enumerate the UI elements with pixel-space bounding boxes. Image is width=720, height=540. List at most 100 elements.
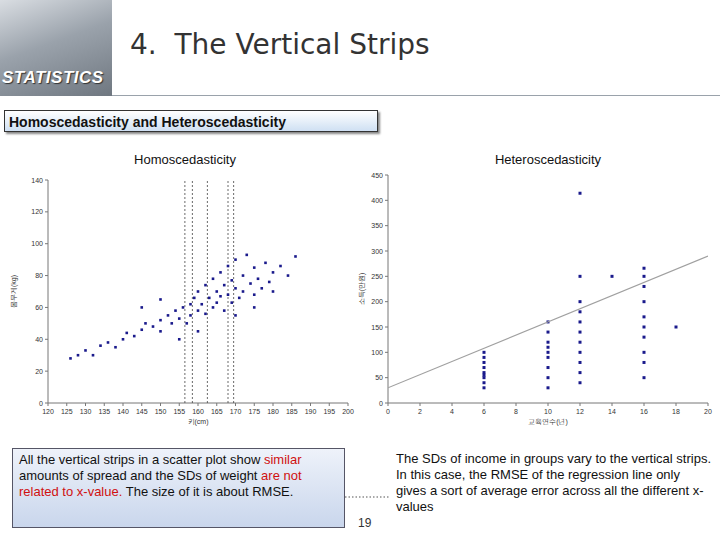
scatter-point xyxy=(204,284,207,287)
scatter-point xyxy=(159,330,162,333)
scatter-point xyxy=(579,310,582,313)
scatter-point xyxy=(547,386,550,389)
scatter-point xyxy=(212,277,215,280)
x-tick-label: 16 xyxy=(640,408,648,415)
caption: All the vertical strips in a scatter plo… xyxy=(12,448,345,528)
y-tick xyxy=(45,180,48,181)
scatter-point xyxy=(122,338,125,341)
y-tick xyxy=(385,175,388,176)
x-tick-label: 200 xyxy=(342,408,354,415)
scatter-point xyxy=(483,351,486,354)
x-tick xyxy=(348,403,349,406)
y-tick xyxy=(385,251,388,252)
scatter-point xyxy=(223,309,226,312)
scatter-point xyxy=(230,279,233,282)
scatter-point xyxy=(260,287,263,290)
vertical-strip-line xyxy=(184,180,185,403)
x-tick xyxy=(612,403,613,406)
regression-line xyxy=(388,256,708,388)
scatter-point xyxy=(242,274,245,277)
scatter-point xyxy=(182,306,185,309)
scatter-point xyxy=(178,317,181,320)
scatter-point xyxy=(264,262,267,265)
x-tick xyxy=(85,403,86,406)
connector xyxy=(345,496,390,497)
chart: Homoscedasticity120125130135140145150155… xyxy=(10,152,354,426)
scatter-point xyxy=(579,300,582,303)
scatter-point xyxy=(140,328,143,331)
scatter-point xyxy=(152,325,155,328)
x-tick-label: 185 xyxy=(286,408,298,415)
x-tick-label: 180 xyxy=(267,408,279,415)
scatter-point xyxy=(643,351,646,354)
scatter-point xyxy=(178,338,181,341)
scatter-point xyxy=(483,386,486,389)
scatter-point xyxy=(675,326,678,329)
x-tick-label: 12 xyxy=(576,408,584,415)
y-tick-label: 100 xyxy=(371,349,383,356)
y-axis xyxy=(48,180,49,403)
y-tick-label: 40 xyxy=(35,336,43,343)
chart-title: Homoscedasticity xyxy=(134,152,236,167)
y-tick xyxy=(385,403,388,404)
caption-text: The size of it is about RMSE. xyxy=(122,484,293,499)
y-tick-label: 200 xyxy=(371,298,383,305)
y-axis-label: 소득(만원) xyxy=(358,273,366,306)
y-tick xyxy=(385,200,388,201)
y-tick xyxy=(385,276,388,277)
scatter-point xyxy=(234,314,237,317)
scatter-point xyxy=(107,341,110,344)
vertical-strip-line xyxy=(207,180,208,403)
y-tick xyxy=(45,211,48,212)
scatter-point xyxy=(253,293,256,296)
scatter-point xyxy=(227,265,230,268)
x-tick-label: 160 xyxy=(192,408,204,415)
y-tick xyxy=(45,339,48,340)
y-tick-label: 20 xyxy=(35,368,43,375)
x-tick xyxy=(580,403,581,406)
x-tick xyxy=(235,403,236,406)
scatter-point xyxy=(253,306,256,309)
y-axis xyxy=(388,175,389,403)
y-tick-label: 50 xyxy=(375,374,383,381)
x-tick-label: 20 xyxy=(704,408,712,415)
scatter-point xyxy=(219,271,222,274)
y-tick xyxy=(45,307,48,308)
section-heading: Homoscedasticity and Heteroscedasticity xyxy=(4,110,378,132)
chart: Heteroscedasticity0246810121416182005010… xyxy=(358,152,712,426)
caption-text: The SDs of income in groups vary to the … xyxy=(396,451,711,514)
y-tick xyxy=(45,275,48,276)
scatter-point xyxy=(140,306,143,309)
scatter-point xyxy=(133,335,136,338)
x-tick xyxy=(291,403,292,406)
banner-text: STATISTICS xyxy=(2,68,104,88)
scatter-point xyxy=(579,371,582,374)
scatter-point xyxy=(483,366,486,369)
y-axis-label: 몸무게(kg) xyxy=(10,275,18,308)
scatter-point xyxy=(92,354,95,357)
y-tick-label: 80 xyxy=(35,272,43,279)
scatter-point xyxy=(611,275,614,278)
y-tick xyxy=(385,327,388,328)
x-tick xyxy=(141,403,142,406)
vertical-strip-line xyxy=(228,180,229,403)
y-tick xyxy=(385,377,388,378)
x-tick xyxy=(644,403,645,406)
x-tick xyxy=(66,403,67,406)
scatter-point xyxy=(245,254,248,257)
plot-area xyxy=(69,180,297,403)
scatter-point xyxy=(547,376,550,379)
scatter-point xyxy=(579,341,582,344)
y-tick-label: 400 xyxy=(371,197,383,204)
y-tick-label: 140 xyxy=(31,177,43,184)
y-tick-label: 450 xyxy=(371,172,383,179)
x-tick-label: 190 xyxy=(305,408,317,415)
x-tick-label: 145 xyxy=(136,408,148,415)
x-tick xyxy=(676,403,677,406)
x-tick xyxy=(708,403,709,406)
x-tick xyxy=(484,403,485,406)
x-tick xyxy=(452,403,453,406)
y-tick-label: 300 xyxy=(371,248,383,255)
scatter-point xyxy=(215,290,218,293)
scatter-point xyxy=(197,309,200,312)
